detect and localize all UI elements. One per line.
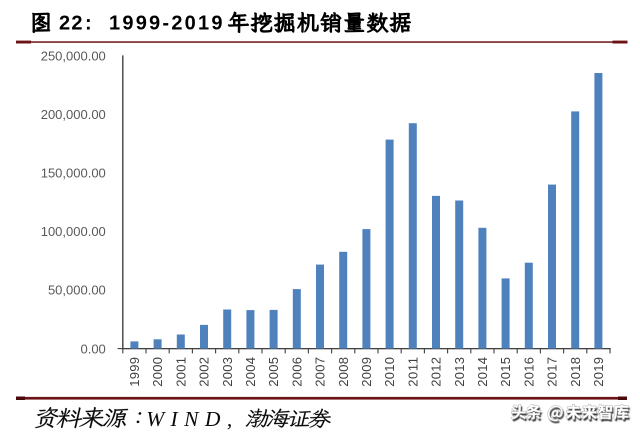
svg-text:2019: 2019 xyxy=(591,357,606,387)
svg-text:2003: 2003 xyxy=(220,357,235,387)
svg-text:2011: 2011 xyxy=(405,357,420,387)
svg-text:2018: 2018 xyxy=(568,357,583,387)
svg-text:2013: 2013 xyxy=(452,357,467,387)
svg-text:2005: 2005 xyxy=(266,357,281,387)
svg-text:200,000.00: 200,000.00 xyxy=(41,107,106,122)
svg-text::: : xyxy=(85,12,92,34)
svg-text:1999-2019: 1999-2019 xyxy=(109,12,223,34)
svg-text:22: 22 xyxy=(59,12,83,34)
svg-text:50,000.00: 50,000.00 xyxy=(48,283,106,298)
svg-text:0.00: 0.00 xyxy=(80,341,105,356)
svg-text:2001: 2001 xyxy=(173,357,188,387)
svg-text:2014: 2014 xyxy=(475,357,490,387)
svg-text:2002: 2002 xyxy=(197,357,212,387)
svg-text:2012: 2012 xyxy=(429,357,444,387)
svg-text:100,000.00: 100,000.00 xyxy=(41,224,106,239)
svg-text:2017: 2017 xyxy=(545,357,560,387)
svg-text:150,000.00: 150,000.00 xyxy=(41,166,106,181)
svg-text:2015: 2015 xyxy=(498,357,513,387)
svg-text:2006: 2006 xyxy=(289,357,304,387)
svg-text:2009: 2009 xyxy=(359,357,374,387)
svg-text:2000: 2000 xyxy=(150,357,165,387)
svg-text:2007: 2007 xyxy=(313,357,328,387)
svg-text:2008: 2008 xyxy=(336,357,351,387)
svg-text:2010: 2010 xyxy=(382,357,397,387)
svg-text:1999: 1999 xyxy=(127,357,142,387)
svg-text:WIND,: WIND, xyxy=(146,407,232,431)
svg-text:2016: 2016 xyxy=(521,357,536,387)
svg-text:2004: 2004 xyxy=(243,357,258,387)
svg-text:250,000.00: 250,000.00 xyxy=(41,49,106,64)
